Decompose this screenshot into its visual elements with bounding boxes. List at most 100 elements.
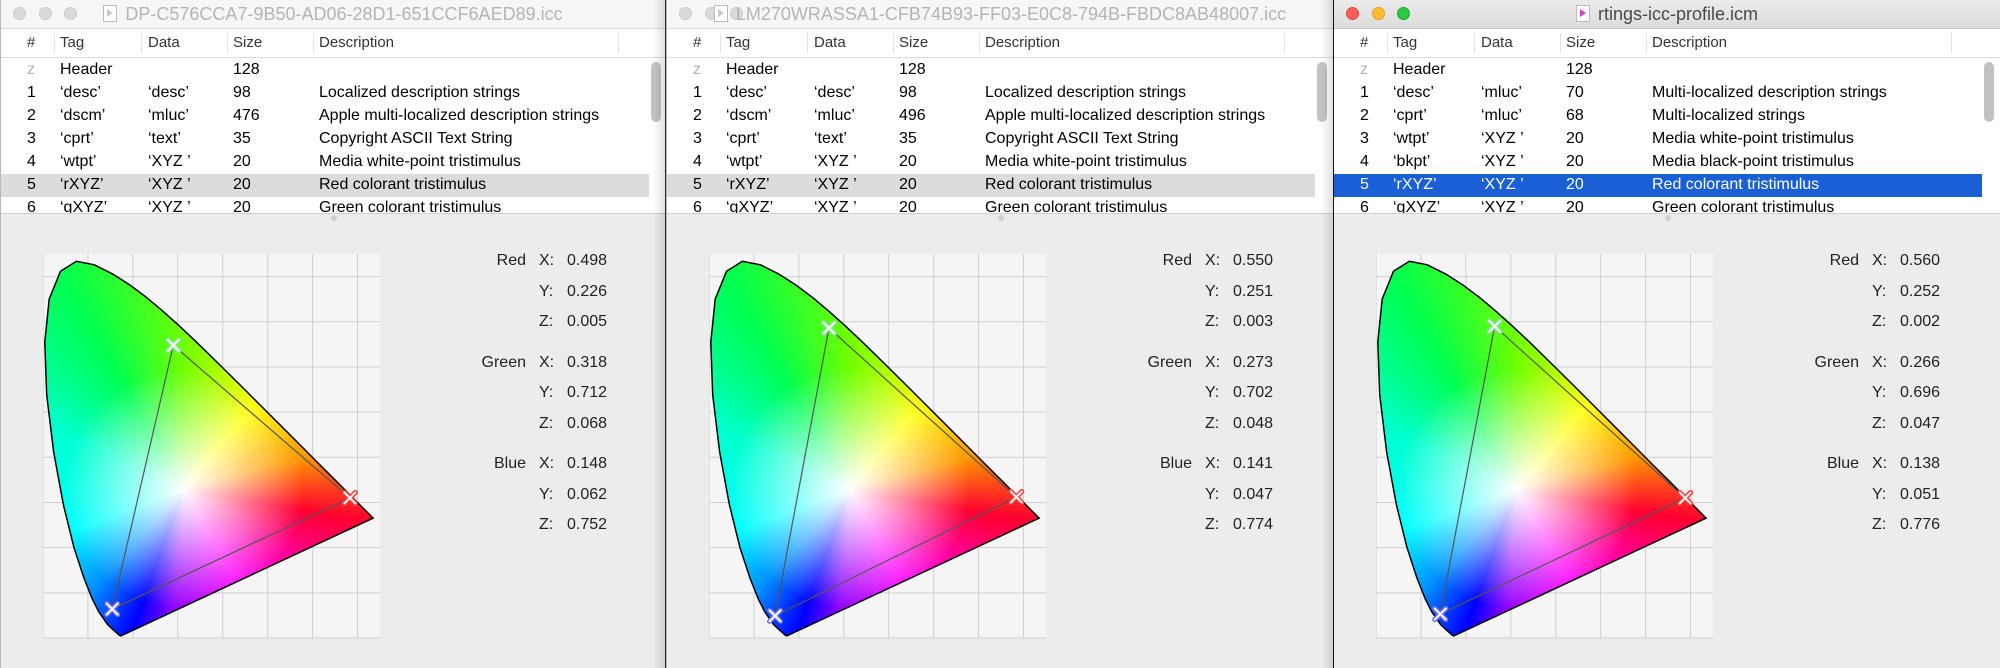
cell-index: 1: [693, 84, 702, 101]
column-separator[interactable]: [720, 33, 721, 53]
title-bar: LM270WRASSA1-CFB74B93-FF03-E0C8-794B-FBD…: [667, 0, 1333, 29]
split-handle[interactable]: [330, 215, 337, 221]
split-divider[interactable]: [1334, 213, 2000, 214]
table-row[interactable]: 1 ‘desc’ ‘desc’ 98 Localized description str…: [667, 82, 1315, 105]
component-label: X:: [1205, 252, 1221, 269]
table-row[interactable]: 6 ‘gXYZ’ ‘XYZ ’ 20 Green colorant tristimulu…: [1334, 197, 1982, 213]
close-button[interactable]: [1346, 7, 1359, 20]
column-header-4[interactable]: Description: [319, 34, 395, 51]
cell-data: ‘mluc’: [1481, 84, 1522, 101]
table-row[interactable]: 4 ‘bkpt’ ‘XYZ ’ 20 Media black-point tristim…: [1334, 151, 1982, 174]
cell-data: ‘XYZ ’: [148, 176, 191, 193]
split-divider[interactable]: [667, 213, 1333, 214]
column-header-0[interactable]: #: [693, 34, 702, 51]
column-separator[interactable]: [1646, 33, 1647, 53]
cell-size: 20: [233, 153, 251, 170]
column-separator[interactable]: [54, 33, 55, 53]
primary-marker-blue: [767, 607, 784, 624]
window-shadow: [1321, 0, 1333, 668]
table-row[interactable]: 5 ‘rXYZ’ ‘XYZ ’ 20 Red colorant tristimulus: [1334, 174, 1982, 197]
component-value: 0.560: [1900, 252, 1941, 269]
component-label: X:: [1872, 252, 1888, 269]
component-label: Y:: [1872, 485, 1887, 503]
cell-index: z: [693, 61, 701, 78]
cell-description: Media white-point tristimulus: [1652, 130, 1854, 147]
column-separator[interactable]: [1560, 33, 1561, 53]
window-title: rtings-icc-profile.icm: [1334, 4, 2000, 25]
column-header-2[interactable]: Data: [148, 34, 180, 51]
table-scrollbar[interactable]: [651, 62, 661, 122]
split-divider[interactable]: [1, 213, 665, 214]
column-separator[interactable]: [1284, 33, 1285, 53]
table-row[interactable]: 1 ‘desc’ ‘mluc’ 70 Multi-localized descripti…: [1334, 82, 1982, 105]
close-button[interactable]: [13, 7, 26, 20]
table-row[interactable]: z Header 128: [667, 59, 1315, 82]
column-header-4[interactable]: Description: [1652, 34, 1728, 51]
cell-size: 35: [899, 130, 917, 147]
table-row[interactable]: 4 ‘wtpt’ ‘XYZ ’ 20 Media white-point tristim…: [1, 151, 649, 174]
column-separator[interactable]: [1387, 33, 1388, 53]
cell-description: Multi-localized strings: [1652, 107, 1805, 124]
cell-tag: ‘cprt’: [1393, 107, 1427, 124]
component-value: 0.266: [1900, 353, 1941, 371]
table-scrollbar[interactable]: [1317, 62, 1327, 122]
component-value: 0.252: [1900, 282, 1941, 300]
component-value: 0.550: [1233, 252, 1274, 269]
column-separator[interactable]: [1951, 33, 1952, 53]
cell-data: ‘mluc’: [814, 107, 855, 124]
column-separator[interactable]: [979, 33, 980, 53]
close-button[interactable]: [679, 7, 692, 20]
cell-data: ‘desc’: [814, 84, 855, 101]
cell-index: 6: [693, 199, 702, 213]
column-separator[interactable]: [618, 33, 619, 53]
table-row[interactable]: 3 ‘cprt’ ‘text’ 35 Copyright ASCII Text Stri…: [667, 128, 1315, 151]
component-label: Z:: [1872, 414, 1887, 432]
table-row[interactable]: 4 ‘wtpt’ ‘XYZ ’ 20 Media white-point tristim…: [667, 151, 1315, 174]
table-row[interactable]: z Header 128: [1334, 59, 1982, 82]
column-header-2[interactable]: Data: [1481, 34, 1513, 51]
column-separator[interactable]: [893, 33, 894, 53]
cie-chromaticity-diagram: [709, 254, 1046, 639]
column-header-1[interactable]: Tag: [726, 34, 751, 51]
table-row[interactable]: 2 ‘dscm’ ‘mluc’ 476 Apple multi-localized de…: [1, 105, 649, 128]
zoom-button[interactable]: [730, 7, 743, 20]
cell-tag: ‘wtpt’: [60, 153, 97, 170]
split-handle[interactable]: [997, 215, 1004, 221]
component-value: 0.051: [1900, 485, 1941, 503]
column-header-0[interactable]: #: [27, 34, 36, 51]
zoom-button[interactable]: [1397, 7, 1410, 20]
table-row[interactable]: 5 ‘rXYZ’ ‘XYZ ’ 20 Red colorant tristimulus: [667, 174, 1315, 197]
table-row[interactable]: 5 ‘rXYZ’ ‘XYZ ’ 20 Red colorant tristimulus: [1, 174, 649, 197]
column-separator[interactable]: [313, 33, 314, 53]
column-header-3[interactable]: Size: [233, 34, 263, 51]
table-row[interactable]: 3 ‘wtpt’ ‘XYZ ’ 20 Media white-point tristim…: [1334, 128, 1982, 151]
column-separator[interactable]: [807, 33, 808, 53]
column-header-2[interactable]: Data: [814, 34, 846, 51]
table-row[interactable]: 3 ‘cprt’ ‘text’ 35 Copyright ASCII Text Stri…: [1, 128, 649, 151]
table-row[interactable]: 1 ‘desc’ ‘desc’ 98 Localized description str…: [1, 82, 649, 105]
column-header-0[interactable]: #: [1360, 34, 1369, 51]
column-header-1[interactable]: Tag: [60, 34, 85, 51]
minimize-button[interactable]: [39, 7, 52, 20]
table-row[interactable]: 2 ‘dscm’ ‘mluc’ 496 Apple multi-localized de…: [667, 105, 1315, 128]
column-header-1[interactable]: Tag: [1393, 34, 1418, 51]
table-row[interactable]: 6 ‘gXYZ’ ‘XYZ ’ 20 Green colorant tristimulu…: [1, 197, 649, 213]
component-label: X:: [539, 353, 555, 371]
table-scrollbar[interactable]: [1984, 62, 1994, 122]
document-icon: [713, 5, 728, 22]
column-header-3[interactable]: Size: [1566, 34, 1596, 51]
zoom-button[interactable]: [64, 7, 77, 20]
column-separator[interactable]: [1474, 33, 1475, 53]
cell-index: 5: [1360, 176, 1369, 193]
column-header-3[interactable]: Size: [899, 34, 929, 51]
cell-tag: ‘dscm’: [726, 107, 772, 124]
table-row[interactable]: 2 ‘cprt’ ‘mluc’ 68 Multi-localized strings: [1334, 105, 1982, 128]
column-header-4[interactable]: Description: [985, 34, 1061, 51]
table-row[interactable]: z Header 128: [1, 59, 649, 82]
column-separator[interactable]: [227, 33, 228, 53]
split-handle[interactable]: [1664, 215, 1671, 221]
table-row[interactable]: 6 ‘gXYZ’ ‘XYZ ’ 20 Green colorant tristimulu…: [667, 197, 1315, 213]
minimize-button[interactable]: [1372, 7, 1385, 20]
cell-tag: ‘wtpt’: [726, 153, 763, 170]
column-separator[interactable]: [141, 33, 142, 53]
